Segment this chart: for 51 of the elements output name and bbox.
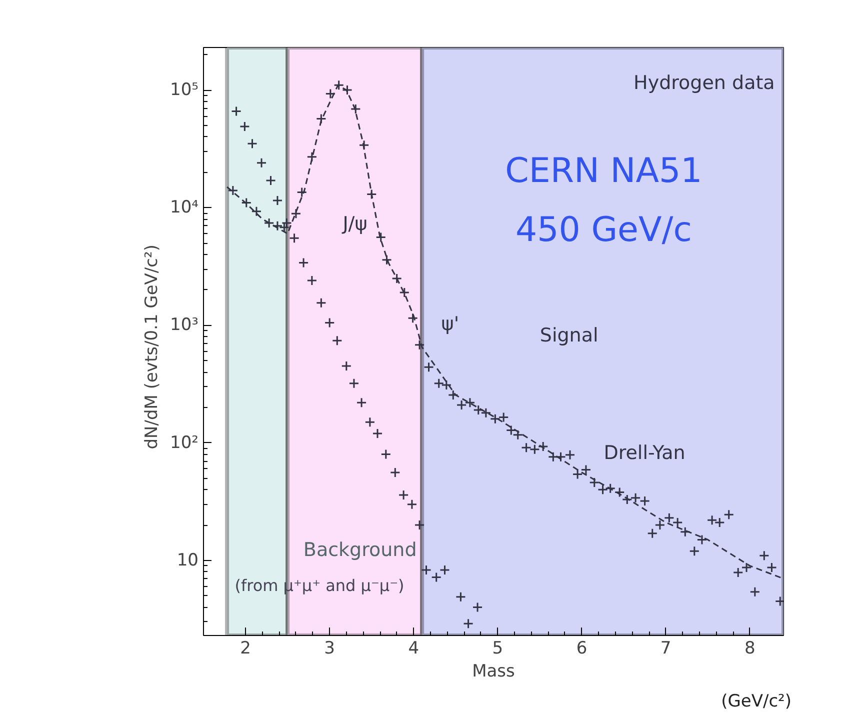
x-tick-label: 5 bbox=[492, 638, 504, 658]
annotation: Hydrogen data bbox=[634, 72, 775, 94]
point bbox=[406, 499, 418, 510]
y-axis-title: dN/dM (evts/0.1 GeV/c²) bbox=[142, 244, 162, 450]
annotation: CERN NA51 bbox=[505, 150, 702, 191]
y-tick-label: 10 bbox=[176, 550, 199, 570]
y-tick-label: 10⁴ bbox=[170, 198, 199, 218]
y-tick-label: 10⁵ bbox=[170, 80, 199, 100]
point bbox=[341, 360, 352, 372]
point bbox=[316, 298, 326, 308]
point bbox=[455, 592, 466, 602]
point bbox=[256, 158, 267, 168]
point bbox=[398, 490, 409, 500]
point bbox=[414, 520, 425, 530]
x-tick-label: 2 bbox=[240, 638, 251, 658]
x-tick-label: 7 bbox=[660, 638, 672, 658]
annotation: Signal bbox=[540, 324, 598, 347]
x-tick-label: 3 bbox=[324, 638, 336, 658]
point bbox=[231, 106, 242, 117]
point bbox=[324, 317, 335, 328]
y-tick-label: 10² bbox=[170, 432, 199, 453]
point bbox=[431, 572, 442, 582]
point bbox=[332, 335, 342, 346]
point bbox=[463, 618, 474, 629]
x-tick-label: 4 bbox=[408, 638, 420, 658]
point bbox=[472, 602, 483, 612]
point bbox=[372, 428, 383, 439]
point bbox=[247, 138, 258, 149]
point bbox=[348, 378, 360, 389]
point bbox=[380, 448, 392, 460]
point bbox=[239, 121, 250, 132]
point bbox=[306, 275, 318, 286]
y-tick-label: 10³ bbox=[170, 315, 199, 336]
point bbox=[289, 232, 300, 244]
point bbox=[421, 564, 432, 576]
annotation: Background bbox=[303, 539, 417, 562]
x-tick-label: 6 bbox=[576, 638, 588, 658]
point bbox=[265, 175, 276, 186]
annotation: J/ψ bbox=[342, 212, 368, 235]
point bbox=[439, 564, 450, 576]
point bbox=[390, 467, 400, 478]
annotation: Drell-Yan bbox=[604, 442, 686, 464]
x-tick-label: 8 bbox=[744, 638, 756, 658]
x-axis-title: Mass bbox=[472, 662, 516, 682]
annotation: ψ' bbox=[441, 312, 460, 335]
point bbox=[356, 397, 367, 408]
annotation: 450 GeV/c bbox=[516, 210, 692, 250]
point bbox=[298, 257, 309, 268]
point bbox=[364, 416, 376, 428]
text: (GeV/c²) bbox=[721, 692, 792, 712]
point bbox=[272, 195, 283, 206]
